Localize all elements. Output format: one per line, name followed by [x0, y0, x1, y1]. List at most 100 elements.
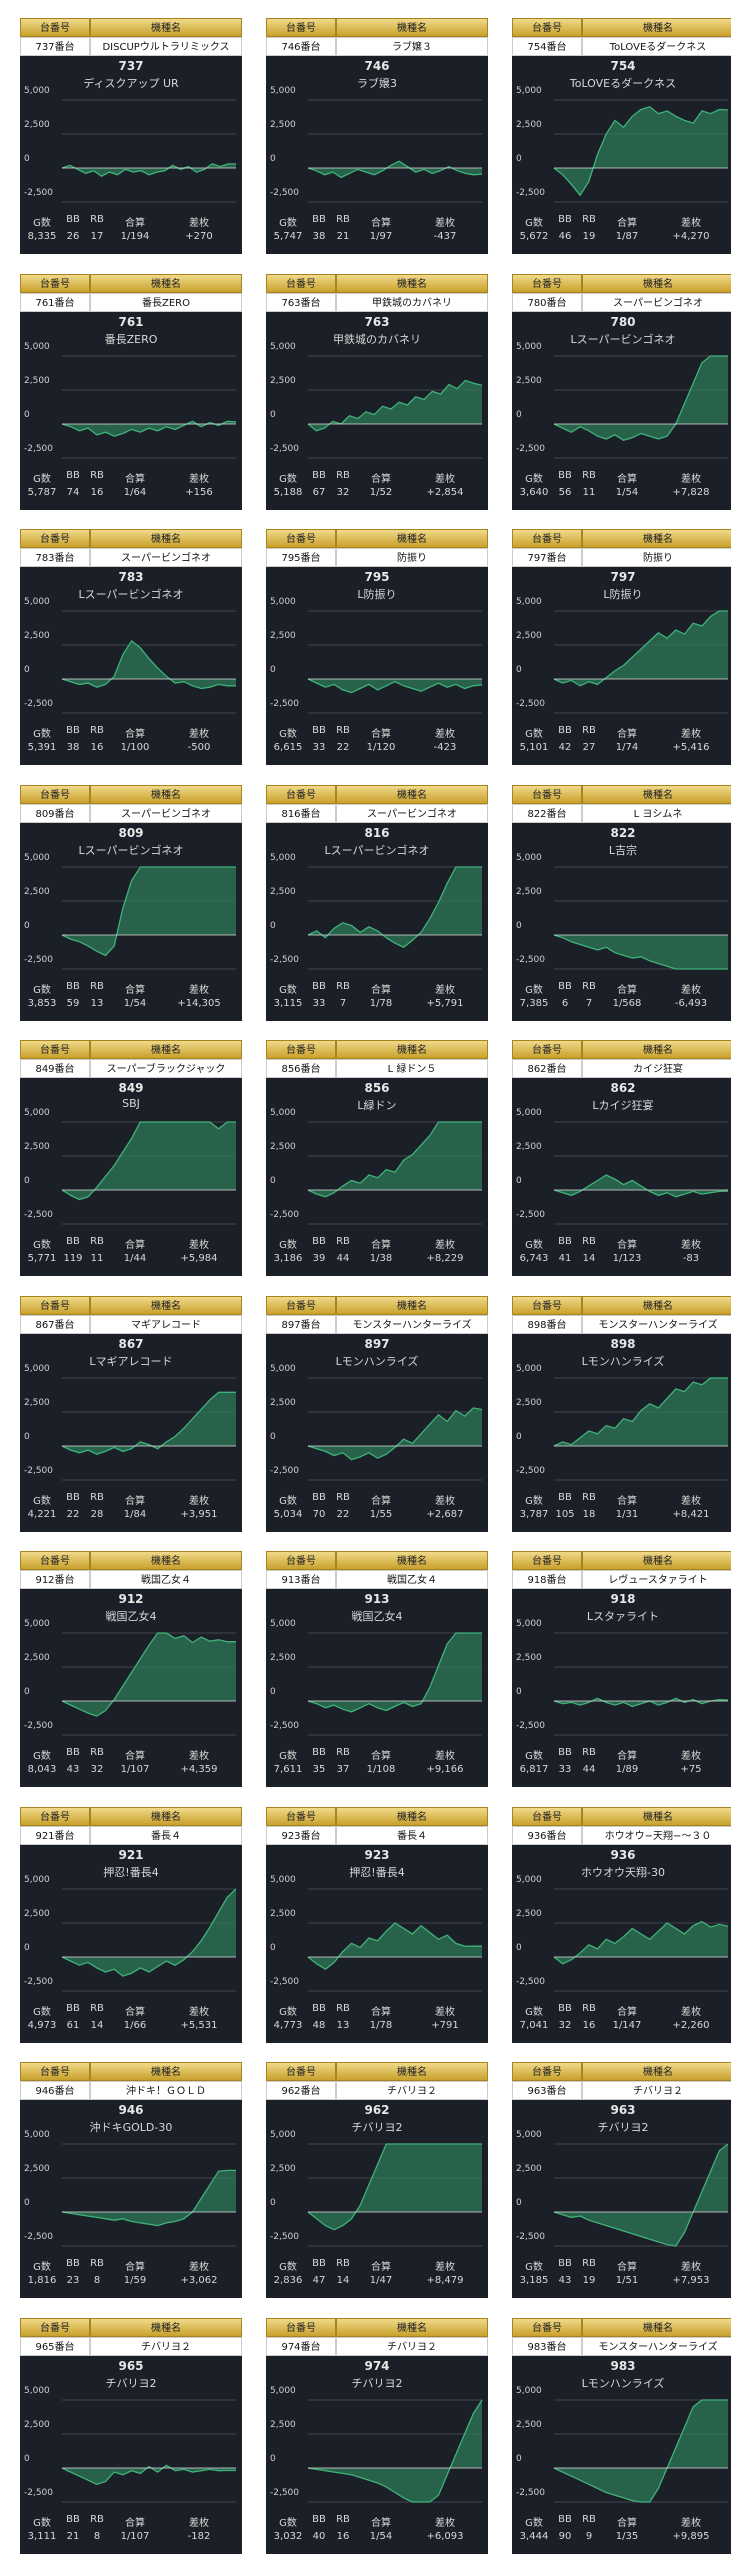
machine-card[interactable]: 台番号 機種名 795番台 防振り 795 L防振り 5,000 2,500 0 -2,500 G数…	[266, 529, 488, 765]
machine-card[interactable]: 台番号 機種名 963番台 チバリヨ２ 963 チバリヨ2 5,000 2,500 0 -2,50…	[512, 2062, 731, 2298]
dai-value: 862番台	[512, 1059, 582, 1078]
machine-card[interactable]: 台番号 機種名 816番台 スーパービンゴネオ 816 Lスーパービンゴネオ 5,000 2,…	[266, 784, 488, 1021]
y-tick-label: 5,000	[516, 1108, 542, 1118]
y-tick-label: 2,500	[516, 2164, 542, 2174]
machine-number: 974	[364, 2358, 390, 2373]
stat-label-samai: 差枚	[435, 2006, 455, 2018]
machine-card[interactable]: 台番号 機種名 965番台 チバリヨ２ 965 チバリヨ2 5,000 2,500 0 -2,50…	[20, 2317, 242, 2554]
kishu-value: スーパービンゴネオ	[582, 292, 731, 312]
machine-number: 983	[610, 2358, 636, 2373]
machine-card[interactable]: 台番号 機種名 897番台 モンスターハンターライズ 897 Lモンハンライズ 5,000 2…	[266, 1295, 488, 1532]
machine-card[interactable]: 台番号 機種名 783番台 スーパービンゴネオ 783 Lスーパービンゴネオ 5,000 2,…	[20, 529, 242, 765]
stat-value-rb: 44	[582, 1764, 596, 1775]
card-header: 台番号 機種名 946番台 沖ドキ！ＧＯＬＤ	[20, 2062, 242, 2100]
machine-card[interactable]: 台番号 機種名 898番台 モンスターハンターライズ 898 Lモンハンライズ 5,000 2…	[512, 1295, 731, 1532]
stats-values: 5,101 42 27 1/74 +5,416	[512, 742, 731, 758]
machine-card[interactable]: 台番号 機種名 946番台 沖ドキ！ＧＯＬＤ 946 沖ドキGOLD-30 5,000 2,5…	[20, 2062, 242, 2298]
stats-table: G数 BB RB 合算 差枚 5,101 42 27 1/74 +5,416	[512, 725, 731, 761]
y-tick-label: 5,000	[516, 1874, 542, 1885]
machine-card[interactable]: 台番号 機種名 761番台 番長ZERO 761 番長ZERO 5,000 2,500 0 -2,…	[20, 273, 242, 510]
y-tick-label: 5,000	[516, 1363, 542, 1374]
stats-table: G数 BB RB 合算 差枚 3,115 33 7 1/78 +5,791	[266, 981, 488, 1017]
stat-value-samai: +4,359	[180, 1764, 218, 1775]
stat-label-rb: RB	[582, 214, 596, 225]
machine-card[interactable]: 台番号 機種名 913番台 戦国乙女４ 913 戦国乙女4 5,000 2,500 0 -2,50…	[266, 1551, 488, 1787]
stat-value-rb: 9	[585, 2530, 593, 2542]
y-tick-label: 2,500	[24, 886, 50, 897]
machine-card[interactable]: 台番号 機種名 780番台 スーパービンゴネオ 780 Lスーパービンゴネオ 5,000 2,…	[512, 273, 731, 510]
card-header: 台番号 機種名 795番台 防振り	[266, 529, 488, 567]
slump-chart	[553, 1121, 729, 1225]
machine-card[interactable]: 台番号 機種名 983番台 モンスターハンターライズ 983 Lモンハンライズ 5,000 2…	[512, 2317, 731, 2554]
y-tick-label: 2,500	[270, 120, 296, 130]
dai-value: 795番台	[266, 548, 336, 567]
stats-header: G数 BB RB 合算 差枚	[512, 2258, 731, 2274]
stat-label-bb: BB	[558, 1491, 572, 1503]
stats-header: G数 BB RB 合算 差枚	[266, 1492, 488, 1508]
stat-label-g: G数	[33, 2006, 51, 2018]
machine-card[interactable]: 台番号 機種名 763番台 甲鉄城のカバネリ 763 甲鉄城のカバネリ 5,000 2,500…	[266, 273, 488, 510]
stat-label-samai: 差枚	[435, 1495, 455, 1507]
machine-card[interactable]: 台番号 機種名 746番台 ラブ嬢３ 746 ラブ嬢3 5,000 2,500 0 -2,500 G…	[266, 18, 488, 254]
machine-card[interactable]: 台番号 機種名 862番台 カイジ狂宴 862 Lカイジ狂宴 5,000 2,500 0 -2,5…	[512, 1040, 731, 1276]
slump-area	[62, 1391, 236, 1454]
machine-card[interactable]: 台番号 機種名 918番台 レヴュースタァライト 918 Lスタァライト 5,000 2,50…	[512, 1551, 731, 1787]
machine-card[interactable]: 台番号 機種名 797番台 防振り 797 L防振り 5,000 2,500 0 -2,500 G数…	[512, 529, 731, 765]
y-tick-label: -2,500	[24, 1721, 54, 1731]
machine-number: 754	[610, 59, 636, 73]
stat-value-bb: 90	[558, 2530, 572, 2542]
machine-card[interactable]: 台番号 機種名 936番台 ホウオウ−天翔−〜３０ 936 ホウオウ天翔-30 5,000 2…	[512, 1806, 731, 2043]
machine-card[interactable]: 台番号 機種名 754番台 ToLOVEるダークネス 754 ToLOVEるダークネス 5,…	[512, 18, 731, 254]
machine-name: L吉宗	[608, 843, 638, 857]
stat-value-gassan: 1/47	[369, 2275, 393, 2286]
machine-card[interactable]: 台番号 機種名 856番台 L 緑ドン５ 856 L緑ドン 5,000 2,500 0 -2,50…	[266, 1040, 488, 1276]
stat-label-samai: 差枚	[189, 1751, 209, 1762]
y-tick-label: 0	[270, 1431, 276, 1442]
stat-label-samai: 差枚	[189, 2006, 209, 2018]
stat-value-gassan: 1/194	[120, 231, 150, 242]
y-tick-label: 5,000	[24, 2130, 50, 2140]
stat-label-g: G数	[33, 2262, 51, 2273]
stat-value-bb: 39	[312, 1253, 326, 1264]
dai-label: 台番号	[266, 2317, 336, 2337]
machine-card[interactable]: 台番号 機種名 921番台 番長４ 921 押忍!番長4 5,000 2,500 0 -2,500…	[20, 1806, 242, 2043]
machine-card[interactable]: 台番号 機種名 822番台 L ヨシムネ 822 L吉宗 5,000 2,500 0 -2,500…	[512, 784, 731, 1021]
machine-card[interactable]: 台番号 機種名 737番台 DISCUPウルトラリミックス 737 ディスクアップ UR 5…	[20, 18, 242, 254]
machine-card[interactable]: 台番号 機種名 809番台 スーパービンゴネオ 809 Lスーパービンゴネオ 5,000 2,…	[20, 784, 242, 1021]
slump-chart	[307, 99, 483, 203]
stats-values: 3,186 39 44 1/38 +8,229	[266, 1253, 488, 1269]
stat-label-g: G数	[33, 218, 51, 229]
stat-label-g: G数	[279, 218, 297, 229]
y-tick-label: -2,500	[516, 699, 546, 709]
stat-value-gassan: 1/66	[123, 2019, 147, 2031]
stat-value-bb: 26	[66, 231, 80, 242]
machine-card[interactable]: 台番号 機種名 867番台 マギアレコード 867 Lマギアレコード 5,000 2,500 0…	[20, 1295, 242, 1532]
machine-card[interactable]: 台番号 機種名 962番台 チバリヨ２ 962 チバリヨ2 5,000 2,500 0 -2,50…	[266, 2062, 488, 2298]
kishu-label: 機種名	[582, 1551, 731, 1570]
dai-label: 台番号	[512, 2062, 582, 2081]
stat-value-gassan: 1/44	[123, 1253, 147, 1264]
dai-label: 台番号	[20, 1040, 90, 1059]
stats-header: G数 BB RB 合算 差枚	[266, 2514, 488, 2530]
kishu-label: 機種名	[90, 1040, 242, 1059]
y-tick-label: 2,500	[516, 375, 542, 386]
stat-label-gassan: 合算	[371, 1240, 391, 1251]
stat-label-bb: BB	[66, 1747, 80, 1758]
machine-number: 867	[118, 1336, 144, 1351]
y-tick-label: 0	[24, 1687, 30, 1697]
card-header: 台番号 機種名 809番台 スーパービンゴネオ	[20, 784, 242, 823]
y-tick-label: -2,500	[516, 1210, 546, 1220]
stat-value-samai: +5,984	[180, 1253, 218, 1264]
stats-header: G数 BB RB 合算 差枚	[20, 981, 242, 997]
stat-label-samai: 差枚	[681, 729, 701, 740]
stat-value-samai: +2,687	[426, 1508, 464, 1520]
machine-card[interactable]: 台番号 機種名 912番台 戦国乙女４ 912 戦国乙女4 5,000 2,500 0 -2,50…	[20, 1551, 242, 1787]
stat-label-rb: RB	[336, 1747, 350, 1758]
machine-card[interactable]: 台番号 機種名 849番台 スーパーブラックジャック 849 SBJ 5,000 2,500 0…	[20, 1040, 242, 1276]
stat-label-gassan: 合算	[125, 218, 145, 229]
y-tick-label: 5,000	[270, 1619, 296, 1629]
machine-card[interactable]: 台番号 機種名 923番台 番長４ 923 押忍!番長4 5,000 2,500 0 -2,500…	[266, 1806, 488, 2043]
machine-card[interactable]: 台番号 機種名 974番台 チバリヨ２ 974 チバリヨ2 5,000 2,500 0 -2,50…	[266, 2317, 488, 2554]
machine-name: Lカイジ狂宴	[592, 1099, 654, 1112]
dai-value: 912番台	[20, 1570, 90, 1589]
